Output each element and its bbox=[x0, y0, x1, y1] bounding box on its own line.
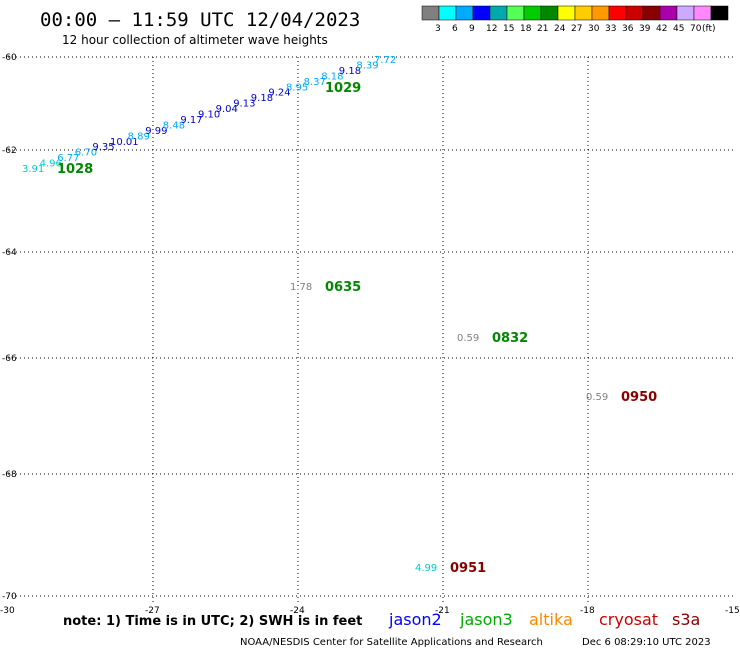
swh-value: 9.35 bbox=[92, 142, 114, 153]
satellite-name: jason3 bbox=[459, 610, 513, 629]
swh-value: 7.72 bbox=[374, 55, 396, 66]
y-tick-label: -70 bbox=[2, 592, 17, 602]
page-title: 00:00 – 11:59 UTC 12/04/2023 bbox=[40, 9, 360, 31]
pass-time-label: 1028 bbox=[57, 162, 93, 177]
x-tick-label: -21 bbox=[435, 606, 450, 616]
color-scale-label: 45 bbox=[673, 24, 684, 34]
color-swatch bbox=[574, 5, 593, 21]
y-tick-label: -60 bbox=[2, 53, 17, 63]
color-swatch bbox=[540, 5, 559, 21]
color-swatch bbox=[557, 5, 576, 21]
swh-value: 9.24 bbox=[268, 88, 290, 99]
swh-value: 0.59 bbox=[586, 392, 608, 403]
y-tick-label: -68 bbox=[2, 470, 17, 480]
color-swatch bbox=[693, 5, 712, 21]
swh-value: 8.39 bbox=[356, 60, 378, 71]
color-swatch bbox=[608, 5, 627, 21]
swh-value: 8.18 bbox=[321, 71, 343, 82]
observation-time-label: 0635 bbox=[325, 280, 361, 295]
swh-value: 3.91 bbox=[22, 164, 44, 175]
swh-value: 4.99 bbox=[415, 563, 437, 574]
footer-credit: NOAA/NESDIS Center for Satellite Applica… bbox=[240, 637, 543, 648]
swh-value: 9.10 bbox=[198, 110, 220, 121]
x-tick-label: -30 bbox=[0, 606, 15, 616]
swh-value: 9.17 bbox=[180, 115, 202, 126]
color-scale-label: 27 bbox=[571, 24, 582, 34]
swh-value: 6.77 bbox=[57, 153, 79, 164]
axis-ticks: -60 -62 -64 -66 -68 -70 -30 -27 -24 -21 -18 -15 bbox=[0, 53, 740, 616]
color-scale-label: 9 bbox=[469, 24, 475, 34]
color-swatch bbox=[625, 5, 644, 21]
swh-value: 8.37 bbox=[304, 77, 326, 88]
color-swatch bbox=[489, 5, 508, 21]
color-swatch bbox=[455, 5, 474, 21]
y-tick-label: -64 bbox=[2, 248, 17, 258]
x-tick-label: -15 bbox=[725, 606, 740, 616]
color-scale-label: 36 bbox=[622, 24, 634, 34]
swh-value: 9.18 bbox=[251, 93, 273, 104]
single-observations: 1.78 0635 0.59 0832 0.59 0950 4.99 0951 bbox=[290, 280, 657, 576]
swh-value: 8.48 bbox=[163, 120, 185, 131]
altimeter-passes: 3.914.966.776.709.3510.018.899.998.489.1… bbox=[22, 55, 396, 177]
color-swatch bbox=[659, 5, 678, 21]
observation-time-label: 0950 bbox=[621, 390, 657, 405]
observation-time-label: 0832 bbox=[492, 331, 528, 346]
swh-value: 8.95 bbox=[286, 82, 308, 93]
pass-time-label: 1029 bbox=[325, 81, 361, 96]
swh-value: 9.99 bbox=[145, 126, 167, 137]
swh-value: 8.89 bbox=[128, 131, 150, 142]
satellite-legend: jason2 jason3 altika cryosat s3a bbox=[388, 610, 700, 629]
color-swatch bbox=[591, 5, 610, 21]
color-scale-label: 18 bbox=[520, 24, 532, 34]
color-swatch bbox=[642, 5, 661, 21]
color-swatch bbox=[421, 5, 440, 21]
page-subtitle: 12 hour collection of altimeter wave hei… bbox=[62, 33, 328, 47]
swh-value: 10.01 bbox=[110, 137, 139, 148]
color-swatch bbox=[676, 5, 695, 21]
swh-value: 9.18 bbox=[339, 66, 361, 77]
color-scale-legend: 3 6 9 12 15 18 21 24 27 30 33 36 39 42 45 70 (ft) bbox=[421, 5, 729, 34]
color-scale-label: 6 bbox=[452, 24, 458, 34]
color-swatch bbox=[523, 5, 542, 21]
color-scale-label: 30 bbox=[588, 24, 600, 34]
color-scale-label: (ft) bbox=[702, 24, 716, 34]
x-tick-label: -18 bbox=[580, 606, 595, 616]
x-tick-label: -24 bbox=[290, 606, 305, 616]
swh-value: 1.78 bbox=[290, 282, 312, 293]
swh-value: 9.13 bbox=[233, 99, 255, 110]
color-scale-label: 12 bbox=[486, 24, 497, 34]
color-scale-label: 3 bbox=[435, 24, 441, 34]
observation-time-label: 0951 bbox=[450, 561, 486, 576]
swh-value: 6.70 bbox=[75, 148, 97, 159]
y-tick-label: -66 bbox=[2, 354, 17, 364]
color-swatch bbox=[472, 5, 491, 21]
satellite-name: jason2 bbox=[388, 610, 442, 629]
color-scale-label: 39 bbox=[639, 24, 651, 34]
swh-value: 0.59 bbox=[457, 333, 479, 344]
color-scale-label: 42 bbox=[656, 24, 667, 34]
footer-timestamp: Dec 6 08:29:10 UTC 2023 bbox=[582, 637, 711, 648]
color-swatch bbox=[438, 5, 457, 21]
color-scale-label: 21 bbox=[537, 24, 548, 34]
color-swatch bbox=[506, 5, 525, 21]
color-scale-label: 70 bbox=[690, 24, 702, 34]
satellite-name: s3a bbox=[672, 610, 700, 629]
color-scale-label: 33 bbox=[605, 24, 616, 34]
color-scale-label: 15 bbox=[503, 24, 514, 34]
satellite-name: cryosat bbox=[599, 610, 658, 629]
satellite-name: altika bbox=[529, 610, 573, 629]
swh-value: 9.04 bbox=[216, 104, 238, 115]
y-tick-label: -62 bbox=[2, 146, 17, 156]
color-scale-label: 24 bbox=[554, 24, 566, 34]
color-swatch bbox=[710, 5, 729, 21]
footer-note: note: 1) Time is in UTC; 2) SWH is in fe… bbox=[63, 614, 362, 629]
x-tick-label: -27 bbox=[145, 606, 160, 616]
swh-value: 4.96 bbox=[40, 159, 62, 170]
